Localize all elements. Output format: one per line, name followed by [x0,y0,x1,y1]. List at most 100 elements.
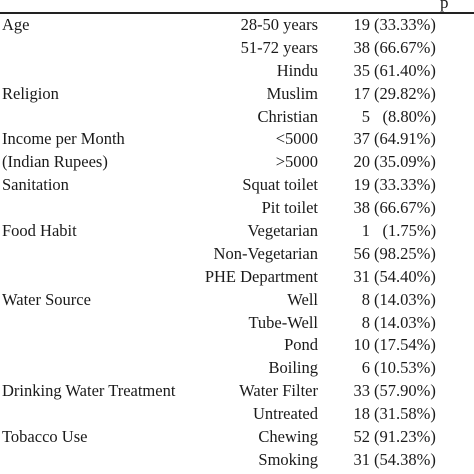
percent-value: (35.09%) [374,151,436,174]
count-value: 31 [353,449,371,469]
category-label: 51-72 years [240,37,318,57]
percent-text: (64.91%) [374,129,436,149]
percent-value: (98.25%) [374,243,436,266]
category-label: 28-50 years [240,15,318,34]
demographics-table: Age 28-50 years 19 (33.33%) 51-72 years 38 (66… [0,14,474,472]
table-row: Untreated 18 (31.58%) [0,403,474,426]
table-row: Water Source Well 8 (14.03%) [0,289,474,312]
percent-value: (33.33%) [374,174,436,197]
percent-text: (57.90%) [374,381,436,401]
variable-label: Drinking Water Treatment [2,381,176,401]
count-value: 10 [353,335,371,355]
count-value: 35 [353,60,371,80]
count-value: 5 [361,106,370,126]
variable-label: (Indian Rupees) [2,152,108,172]
category-label: Pit toilet [261,198,318,218]
category-label: Squat toilet [242,175,318,195]
category-label: >5000 [275,152,318,172]
percent-value: (66.67%) [374,197,436,220]
category-label: Muslim [266,83,318,103]
percent-value: (57.90%) [374,380,436,403]
variable-label: Tobacco Use [2,427,88,447]
percent-text: (10.53%) [374,358,436,378]
table-row: 51-72 years 38 (66.67%) [0,37,474,60]
count-value: 18 [353,404,371,424]
table-row: Tobacco Use Chewing 52 (91.23%) [0,426,474,449]
count-value: 38 [353,198,371,218]
table-row: Income per Month <5000 37 (64.91%) [0,128,474,151]
percent-value: (17.54%) [374,334,436,357]
percent-value: (14.03%) [374,312,436,335]
category-label: Boiling [268,358,318,378]
count-value: 38 [353,37,371,57]
variable-label: Sanitation [2,175,69,195]
percent-text: (91.23%) [374,427,436,447]
percent-value: (14.03%) [374,289,436,312]
percent-text: (14.03%) [374,289,436,309]
category-label: Well [287,289,318,309]
table-row: Pond 10 (17.54%) [0,334,474,357]
variable-label: Income per Month [2,129,125,149]
table-row: PHE Department 31 (54.40%) [0,266,474,289]
percent-text: (8.80%) [382,106,437,126]
percent-text: (17.54%) [374,335,436,355]
percent-text: (35.09%) [374,152,436,172]
table-row: Boiling 6 (10.53%) [0,357,474,380]
variable-label: Food Habit [2,221,77,241]
count-value: 19 [353,175,371,195]
percent-value: (66.67%) [374,37,436,60]
category-label: Untreated [252,404,318,424]
count-value: 8 [361,289,370,309]
category-label: Chewing [258,427,318,447]
percent-text: (1.75%) [382,221,437,241]
category-label: Hindu [276,60,318,80]
category-label: Vegetarian [247,221,318,241]
percent-text: (29.82%) [374,83,436,103]
percent-value: (64.91%) [374,128,436,151]
table-row: Tube-Well 8 (14.03%) [0,312,474,335]
category-label: Tube-Well [248,312,318,332]
percent-value: (29.82%) [374,83,436,106]
percent-text: (33.33%) [374,15,436,34]
table-top-rule [0,12,474,14]
percent-text: (66.67%) [374,37,436,57]
count-value: 8 [361,312,370,332]
table-row: Food Habit Vegetarian 1 (1.75%) [0,220,474,243]
table-row: Pit toilet 38 (66.67%) [0,197,474,220]
table-row: Smoking 31 (54.38%) [0,449,474,472]
percent-text: (66.67%) [374,198,436,218]
percent-value: (31.58%) [374,403,436,426]
table-row: Sanitation Squat toilet 19 (33.33%) [0,174,474,197]
count-value: 33 [353,381,371,401]
percent-text: (98.25%) [374,243,436,263]
count-value: 1 [361,221,370,241]
variable-label: Age [2,15,30,34]
count-value: 37 [353,129,371,149]
percent-value: (91.23%) [374,426,436,449]
table-row: Religion Muslim 17 (29.82%) [0,83,474,106]
count-value: 19 [353,15,371,34]
column-header-fragment: p [440,0,449,12]
category-label: Pond [284,335,318,355]
percent-text: (33.33%) [374,175,436,195]
count-value: 56 [353,243,371,263]
percent-text: (54.38%) [374,449,436,469]
table-row: Drinking Water Treatment Water Filter 33 (5… [0,380,474,403]
percent-text: (54.40%) [374,266,436,286]
category-label: Non-Vegetarian [213,243,318,263]
table-row: (Indian Rupees) >5000 20 (35.09%) [0,151,474,174]
percent-value: (54.40%) [374,266,436,289]
percent-value: (61.40%) [374,60,436,83]
count-value: 20 [353,152,371,172]
category-label: Smoking [258,449,318,469]
count-value: 6 [361,358,370,378]
count-value: 52 [353,427,371,447]
count-value: 31 [353,266,371,286]
table-row: Age 28-50 years 19 (33.33%) [0,14,474,37]
table-row: Hindu 35 (61.40%) [0,60,474,83]
variable-label: Water Source [2,289,91,309]
percent-text: (61.40%) [374,60,436,80]
table-row: Christian 5 (8.80%) [0,106,474,129]
percent-text: (14.03%) [374,312,436,332]
category-label: Christian [257,106,319,126]
